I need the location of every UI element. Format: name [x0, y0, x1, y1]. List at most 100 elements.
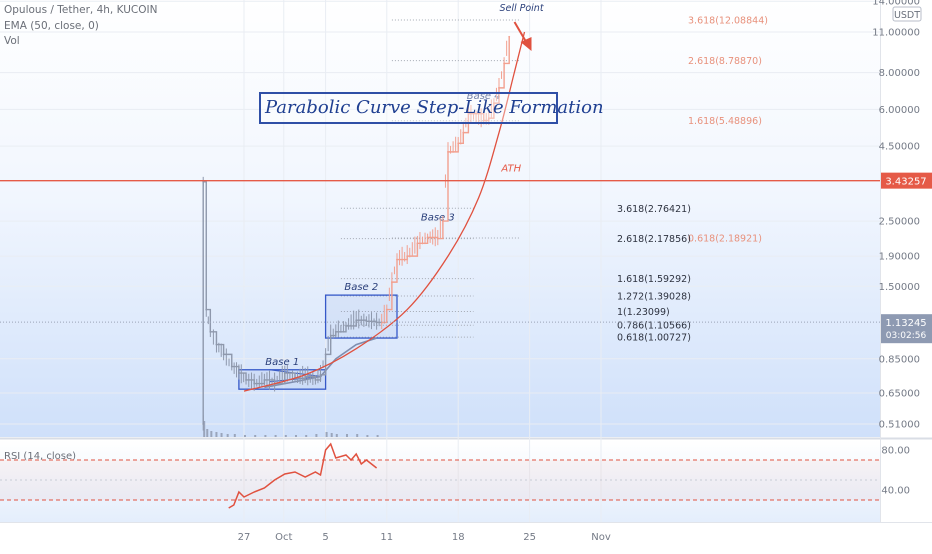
fib-level-label: 0.618(2.18921) — [688, 234, 762, 245]
price-candle-point — [304, 375, 307, 378]
horizontal-levels: ATH 3.43257 1.13245 03:02:56 — [0, 164, 932, 344]
volume-bar — [203, 421, 206, 437]
annotations: Sell Point — [499, 3, 545, 51]
volume-bar — [206, 429, 209, 437]
base-label: Base 3 — [421, 212, 455, 223]
volume-bar — [315, 434, 318, 437]
volume-bar — [210, 431, 213, 437]
fib-level-label: 1.272(1.39028) — [617, 292, 691, 303]
sell-point-arrowhead — [520, 37, 532, 51]
price-candle-point — [324, 353, 327, 356]
price-tick-label: 1.50000 — [879, 282, 920, 293]
fib-level-label: 0.618(1.00727) — [617, 333, 691, 344]
projected-candle-point — [462, 131, 465, 134]
projected-candle-point — [482, 119, 485, 122]
volume-bar — [274, 435, 277, 437]
price-tick-label: 1.90000 — [879, 252, 920, 263]
projected-candle-point — [498, 86, 500, 89]
time-tick-label: 25 — [523, 532, 536, 543]
volume-bar — [254, 435, 257, 437]
fib-level-label: 1.618(1.59292) — [617, 274, 691, 285]
fib-level-label: 2.618(8.78870) — [688, 56, 762, 67]
volume-bar — [295, 435, 297, 437]
projected-candle-point — [391, 281, 393, 284]
rsi-line — [228, 442, 378, 509]
projected-candle-point — [436, 237, 439, 240]
time-tick-label: Oct — [275, 532, 292, 543]
price-candle-point — [230, 365, 233, 368]
ath-label: ATH — [500, 164, 521, 175]
volume-bar — [215, 432, 218, 437]
price-candle-point — [222, 353, 225, 356]
fib-level-label: 1.618(5.48896) — [688, 116, 762, 127]
currency-badge: USDT — [892, 6, 922, 22]
volume-bar — [220, 433, 223, 437]
volume-bars — [203, 421, 379, 437]
projected-candle-point — [493, 102, 495, 105]
projected-candle-point — [416, 242, 419, 245]
projected-candle-point — [447, 150, 449, 153]
time-tick-label: 5 — [322, 532, 328, 543]
fib-level-label: 3.618(2.76421) — [617, 204, 691, 215]
price-candle-point — [329, 334, 332, 337]
fib-level-label: 3.618(12.08844) — [688, 15, 768, 26]
time-tick-label: 11 — [380, 532, 393, 543]
volume-bar — [356, 434, 359, 437]
last-price-label: 1.13245 — [885, 318, 926, 329]
price-candle-point — [205, 308, 208, 311]
projected-candle-point — [385, 308, 388, 311]
rsi-tick-label: 80.00 — [881, 446, 910, 457]
volume-legend[interactable]: Vol — [4, 35, 20, 47]
price-candle-point — [314, 379, 317, 381]
price-tick-label: 2.50000 — [879, 217, 920, 228]
price-candle-point — [202, 180, 205, 183]
volume-bar — [233, 434, 236, 437]
sell-point-label: Sell Point — [499, 3, 544, 14]
price-tick-label: 0.51000 — [879, 420, 920, 431]
base-label: Base 4 — [467, 91, 501, 102]
projected-candle-point — [457, 142, 460, 145]
projected-candle-point — [487, 117, 490, 120]
volume-bar — [335, 434, 338, 437]
volume-bar — [284, 435, 287, 437]
fib-level-label: 2.618(2.17856) — [617, 234, 691, 245]
fib-level-label: 1(1.23099) — [617, 307, 670, 318]
rsi-tick-label: 40.00 — [881, 486, 910, 497]
projected-candle-point — [406, 255, 409, 258]
volume-bar — [366, 435, 369, 437]
price-candle-point — [375, 321, 378, 324]
formation-title: Parabolic Curve Step-Like Formation — [265, 97, 604, 118]
rsi-pane[interactable] — [0, 440, 880, 522]
last-price-tag — [881, 314, 932, 344]
symbol-legend[interactable]: Opulous / Tether, 4h, KUCOIN — [4, 4, 158, 16]
base-label: Base 2 — [344, 282, 378, 293]
projected-candle-point — [467, 112, 470, 115]
price-candle-point — [319, 373, 322, 376]
price-tick-label: 11.00000 — [872, 28, 920, 39]
ema-line — [264, 337, 377, 389]
projected-candle-point — [396, 258, 398, 261]
price-tick-label: 4.50000 — [879, 142, 920, 153]
price-candle-point — [209, 330, 212, 333]
price-candle-point — [202, 423, 205, 425]
formation-title-box[interactable]: Parabolic Curve Step-Like Formation — [259, 92, 604, 124]
fib-level-label: 0.786(1.10566) — [617, 321, 691, 332]
price-candle-point — [253, 382, 256, 385]
time-tick-label: Nov — [591, 532, 611, 543]
price-candle-point — [263, 379, 266, 381]
ema-legend[interactable]: EMA (50, close, 0) — [4, 19, 99, 32]
price-tick-label: 6.00000 — [879, 105, 920, 116]
volume-bar — [226, 434, 229, 437]
volume-bar — [264, 435, 267, 437]
fib-levels: 3.618(12.08844) 2.618(8.78870) 1.618(5.488… — [340, 15, 768, 344]
volume-bar — [325, 432, 328, 437]
projected-candle-point — [426, 236, 429, 239]
price-tick-label: 14.00000 — [872, 0, 920, 8]
projected-candle-point — [442, 220, 444, 223]
price-tick-label: 8.00000 — [879, 68, 920, 79]
price-candle-point — [334, 330, 337, 333]
ema-path — [264, 337, 377, 389]
base-label: Base 1 — [265, 357, 299, 368]
